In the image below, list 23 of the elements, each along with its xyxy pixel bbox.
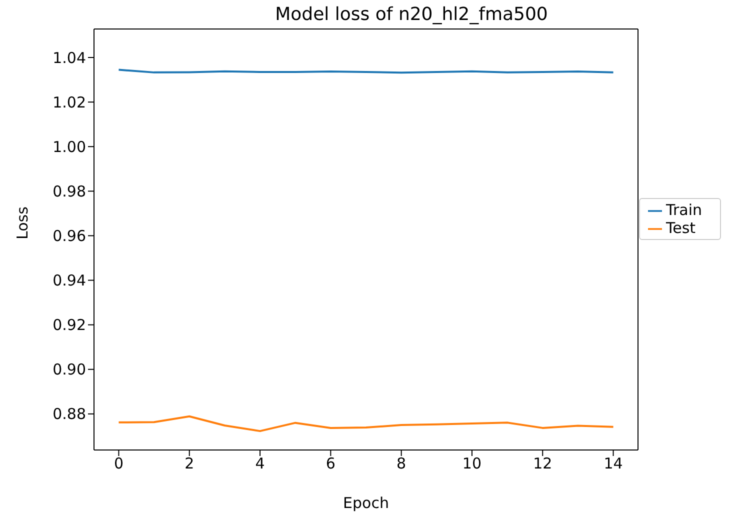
y-tick-label: 0.94 [52,272,86,290]
x-tick-label: 14 [604,454,623,473]
y-tick-label: 0.92 [52,316,86,334]
x-tick-label: 8 [396,454,406,473]
x-tick-label: 6 [326,454,336,473]
x-axis-title: Epoch [343,494,389,512]
chart-title: Model loss of n20_hl2_fma500 [274,4,549,25]
x-tick-label: 2 [184,454,194,473]
x-tick-label: 12 [533,454,552,473]
y-tick-label: 0.90 [52,360,86,379]
x-tick-label: 4 [255,454,265,473]
y-tick-label: 1.00 [52,138,86,156]
y-tick-label: 0.88 [52,405,86,424]
line-series [118,415,614,432]
y-tick-label: 0.98 [52,182,86,200]
legend-label: Test [666,219,696,237]
y-tick-label: 1.02 [52,93,86,112]
y-axis-title: Loss [13,206,32,240]
x-tick-label: 10 [462,454,482,473]
legend-label: Train [666,201,702,219]
y-tick-label: 1.04 [52,48,86,67]
x-tick-label: 0 [114,454,124,473]
y-tick-label: 0.96 [52,227,86,246]
